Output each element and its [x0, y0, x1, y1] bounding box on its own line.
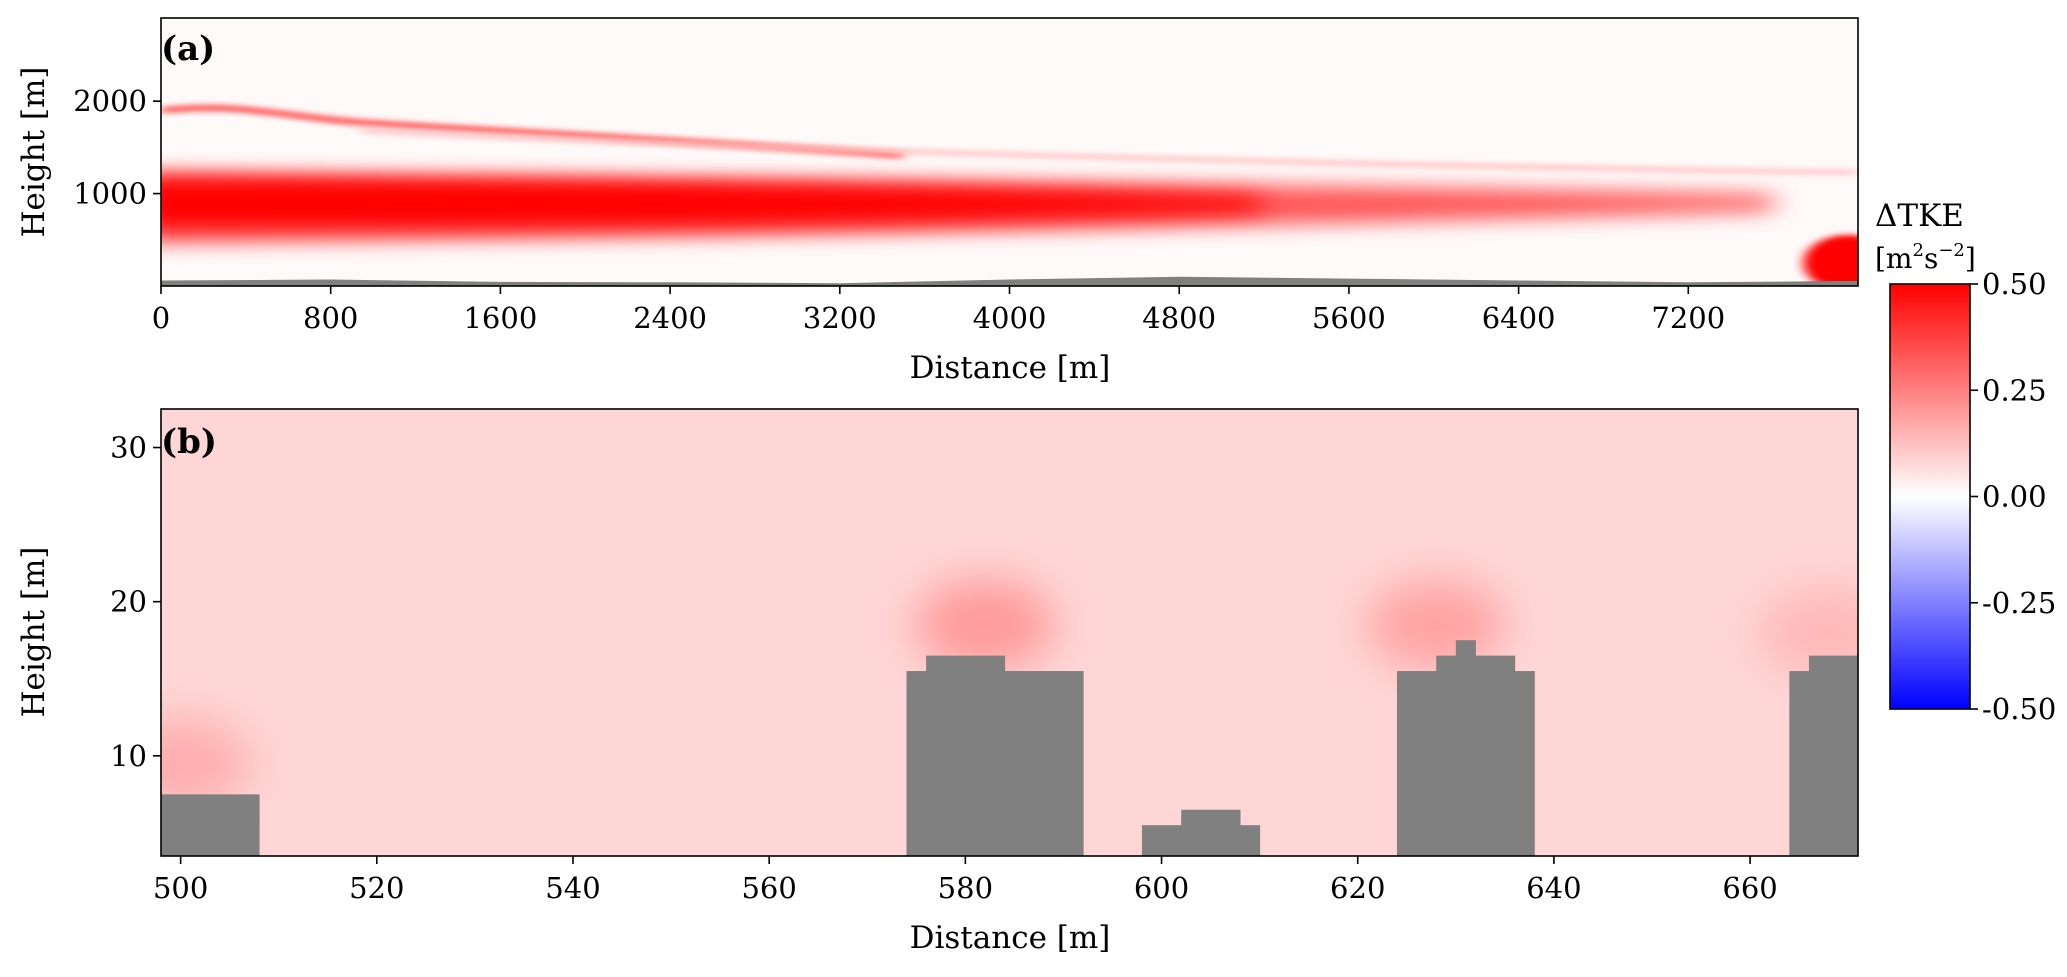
panel-b-xtick-label: 620: [1330, 871, 1385, 905]
panel-b-building-10: [1475, 655, 1516, 856]
panel-a-upper-band: [161, 105, 904, 159]
panel-b-building-5: [1181, 809, 1241, 856]
panel-a-x-ticks: 0 800 1600 2400 3200 4000 4800 5600 6400 7200: [152, 286, 1725, 335]
panel-b-building-6: [1240, 825, 1261, 856]
panel-a-label: (a): [161, 29, 215, 69]
colorbar-ticks: 0.50 0.25 0.00 -0.25 -0.50: [1970, 267, 2056, 726]
panel-b-building-4: [1141, 825, 1182, 856]
panel-b-hotspot-0: [914, 579, 1055, 670]
panel-b-building-12: [1789, 671, 1810, 856]
panel-b-building-2: [926, 655, 1006, 856]
panel-a-xtick-label: 1600: [463, 301, 537, 335]
panel-b-building-7: [1396, 671, 1437, 856]
panel-b-building-8: [1436, 655, 1457, 856]
colorbar-tick-label: -0.25: [1982, 586, 2056, 620]
colorbar-title: ΔTKE: [1875, 198, 1964, 234]
panel-b-building-1: [906, 671, 927, 856]
panel-a-building-profile: [161, 276, 1858, 286]
panel-b-xtick-label: 540: [545, 871, 600, 905]
panel-a-ytick-label: 1000: [73, 177, 147, 211]
panel-b-label: (b): [161, 422, 217, 462]
panel-a: 0 800 1600 2400 3200 4000 4800 5600 6400 7200 100…: [16, 17, 1859, 386]
panel-b-xtick-label: 560: [741, 871, 796, 905]
panel-a-xtick-label: 4800: [1142, 301, 1216, 335]
panel-a-xlabel: Distance [m]: [910, 350, 1111, 386]
panel-a-xtick-label: 5600: [1312, 301, 1386, 335]
panel-b: 500 520 540 560 580 600 620 640 660 10 20 30 (b) D…: [16, 408, 1859, 956]
panel-b-xtick-label: 640: [1526, 871, 1581, 905]
panel-b-building-13: [1808, 655, 1858, 856]
panel-b-y-ticks: 10 20 30: [110, 431, 161, 773]
panel-a-upper-trail: [360, 127, 1858, 175]
panel-b-building-3: [1004, 671, 1084, 856]
panel-b-ytick-label: 20: [110, 585, 147, 619]
panel-a-xtick-label: 800: [303, 301, 358, 335]
panel-a-edge-maximum: [1803, 234, 1858, 286]
panel-b-buildings: [161, 640, 1858, 856]
panel-b-xtick-label: 580: [938, 871, 993, 905]
panel-b-frame: [160, 408, 1859, 857]
colorbar-bar: [1889, 283, 1971, 710]
panel-b-ytick-label: 10: [110, 739, 147, 773]
panel-b-x-ticks: 500 520 540 560 580 600 620 640 660: [153, 856, 1778, 905]
panel-b-building-9: [1455, 640, 1476, 856]
colorbar: ΔTKE [m2s−2] 0.50 0.25 0.00 -0.25 -0.50: [1875, 198, 2056, 726]
panel-b-hotspot-2: [161, 718, 251, 809]
colorbar-units: [m2s−2]: [1875, 240, 1976, 275]
panel-a-plot-area: [161, 18, 1858, 286]
panel-a-xtick-label: 6400: [1482, 301, 1556, 335]
colorbar-tick-label: 0.50: [1982, 267, 2047, 301]
colorbar-tick-label: 0.00: [1982, 480, 2047, 514]
panel-b-building-0: [161, 794, 260, 856]
panel-a-heatmap: [161, 105, 1858, 286]
panel-b-ylabel: Height [m]: [16, 547, 52, 718]
panel-b-hotspot-3: [1758, 587, 1858, 678]
panel-a-buildings: [161, 276, 1858, 286]
panel-a-xtick-label: 0: [152, 301, 170, 335]
panel-a-ylabel: Height [m]: [16, 67, 52, 238]
panel-b-xlabel: Distance [m]: [910, 920, 1111, 956]
panel-a-xtick-label: 7200: [1651, 301, 1725, 335]
panel-b-building-11: [1514, 671, 1535, 856]
panel-b-heatmap: [161, 409, 1858, 856]
panel-a-xtick-label: 2400: [633, 301, 707, 335]
panel-a-y-ticks: 1000 2000: [73, 84, 161, 211]
panel-a-xtick-label: 4000: [973, 301, 1047, 335]
panel-b-xtick-label: 500: [153, 871, 208, 905]
panel-b-xtick-label: 660: [1722, 871, 1777, 905]
panel-b-xtick-label: 600: [1134, 871, 1189, 905]
panel-b-ytick-label: 30: [110, 431, 147, 465]
panel-b-xtick-label: 520: [349, 871, 404, 905]
colorbar-tick-label: 0.25: [1982, 373, 2047, 407]
panel-a-xtick-label: 3200: [803, 301, 877, 335]
panel-a-band-core: [161, 178, 1261, 228]
panel-a-ytick-label: 2000: [73, 84, 147, 118]
colorbar-tick-label: -0.50: [1982, 692, 2056, 726]
